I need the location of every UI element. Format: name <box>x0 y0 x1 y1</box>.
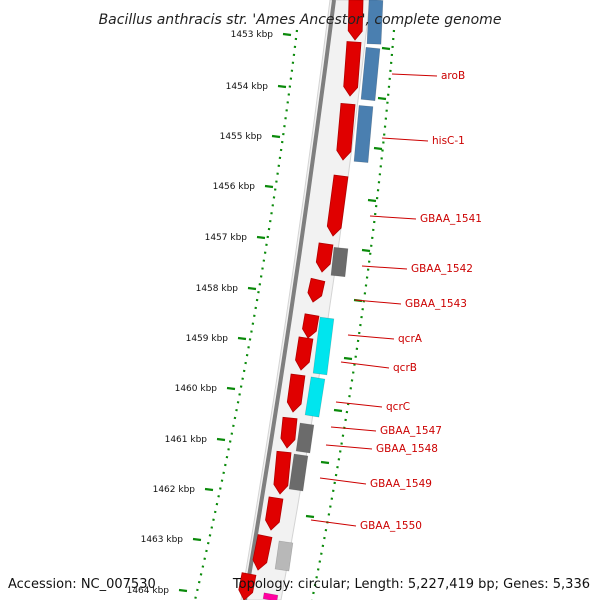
gene-leader-line <box>391 73 438 77</box>
gene-leader-line <box>340 361 390 369</box>
gene-label: aroB <box>441 70 465 82</box>
kbp-tick-label: 1463 kbp <box>141 535 184 545</box>
forward-cds-feature <box>302 313 320 339</box>
kbp-tick-mark <box>277 84 287 89</box>
genome-summary-text: Topology: circular; Length: 5,227,419 bp… <box>232 577 590 592</box>
kbp-tick-label: 1462 kbp <box>153 485 196 495</box>
gray-feature <box>330 246 349 278</box>
ruler-tick-mark <box>343 356 353 361</box>
kbp-tick-mark <box>271 134 281 139</box>
cyan-feature <box>312 316 335 376</box>
kbp-tick-label: 1460 kbp <box>175 384 218 394</box>
gene-label: GBAA_1547 <box>380 425 442 437</box>
gene-leader-line <box>325 444 373 450</box>
kbp-ruler <box>193 29 396 600</box>
gene-leader-line <box>354 299 402 305</box>
kbp-tick-mark <box>237 336 247 341</box>
forward-cds-feature <box>273 450 292 495</box>
gene-label: GBAA_1542 <box>411 263 473 275</box>
gene-leader-line <box>310 519 357 527</box>
gene-label: qcrC <box>386 401 410 413</box>
kbp-tick-label: 1453 kbp <box>231 30 274 40</box>
gene-label: hisC-1 <box>432 135 465 147</box>
kbp-tick-label: 1456 kbp <box>213 182 256 192</box>
ruler-tick-mark <box>381 46 391 51</box>
kbp-tick-label: 1461 kbp <box>165 435 208 445</box>
kbp-tick-mark <box>282 32 292 37</box>
ruler-tick-mark <box>305 514 315 519</box>
forward-cds-feature <box>280 416 298 449</box>
gene-leader-line <box>330 426 377 432</box>
gray-feature <box>288 453 309 492</box>
kbp-tick-mark <box>192 537 202 542</box>
gene-leader-line <box>369 215 417 220</box>
kbp-tick-mark <box>264 184 274 189</box>
kbp-tick-label: 1454 kbp <box>226 82 269 92</box>
cyan-feature <box>304 376 326 418</box>
ruler-dotted-line <box>193 29 299 600</box>
gene-leader-line <box>381 137 429 142</box>
kbp-tick-mark <box>204 487 214 492</box>
forward-cds-feature <box>343 41 362 97</box>
gene-label: qcrA <box>398 333 423 345</box>
backbone-ring <box>243 0 336 600</box>
kbp-tick-label: 1458 kbp <box>196 284 239 294</box>
blue-feature <box>366 0 384 45</box>
kbp-tick-label: 1464 kbp <box>127 586 170 596</box>
forward-cds-feature <box>347 0 364 41</box>
ruler-tick-mark <box>377 96 387 101</box>
forward-cds-feature <box>295 336 314 371</box>
kbp-tick-label: 1455 kbp <box>220 132 263 142</box>
ruler-dotted-line-right <box>310 29 396 600</box>
blue-feature <box>353 105 374 163</box>
ruler-tick-mark <box>333 408 343 413</box>
light-gray-feature <box>274 540 294 572</box>
kbp-tick-mark <box>256 235 266 240</box>
blue-feature <box>360 46 381 102</box>
gene-label: GBAA_1549 <box>370 478 432 490</box>
gene-label: GBAA_1548 <box>376 443 438 455</box>
kbp-tick-mark <box>226 386 236 391</box>
magenta-feature <box>262 592 279 600</box>
forward-cds-feature <box>315 242 334 273</box>
gene-label: GBAA_1541 <box>420 213 482 225</box>
ruler-tick-mark <box>367 198 377 203</box>
map-title: Bacillus anthracis str. 'Ames Ancestor',… <box>99 12 502 28</box>
gene-leader-line <box>347 334 395 340</box>
kbp-tick-mark <box>247 286 257 291</box>
kbp-tick-mark <box>178 588 188 593</box>
forward-cds-feature <box>336 102 356 161</box>
kbp-tick-mark <box>216 437 226 442</box>
kbp-tick-label: 1457 kbp <box>205 233 248 243</box>
gene-label: qcrB <box>393 362 417 374</box>
kbp-tick-label: 1459 kbp <box>186 334 229 344</box>
gene-label-layer: aroB hisC-1 GBAA_1541 GBAA_1542 GBAA_1543qcr… <box>310 70 482 532</box>
forward-cds-feature <box>326 174 349 237</box>
forward-cds-feature <box>238 572 257 600</box>
gray-feature <box>295 422 315 454</box>
forward-cds-feature <box>286 373 306 413</box>
kbp-tick-layer: 1453 kbp 1454 kbp 1455 kbp 1456 kbp 1457 kbp… <box>127 30 391 596</box>
ruler-tick-mark <box>320 460 330 465</box>
ruler-tick-mark <box>361 248 371 253</box>
gene-leader-line <box>361 265 408 270</box>
gene-label: GBAA_1543 <box>405 298 467 310</box>
gene-leader-line <box>319 477 367 485</box>
gene-leader-line <box>335 401 383 408</box>
ruler-tick-mark <box>373 146 383 151</box>
feature-layer <box>238 0 384 600</box>
forward-cds-feature <box>252 534 273 571</box>
accession-text: Accession: NC_007530 <box>8 577 156 592</box>
forward-cds-feature <box>265 496 284 531</box>
gene-label: GBAA_1550 <box>360 520 422 532</box>
forward-cds-feature <box>307 277 326 303</box>
